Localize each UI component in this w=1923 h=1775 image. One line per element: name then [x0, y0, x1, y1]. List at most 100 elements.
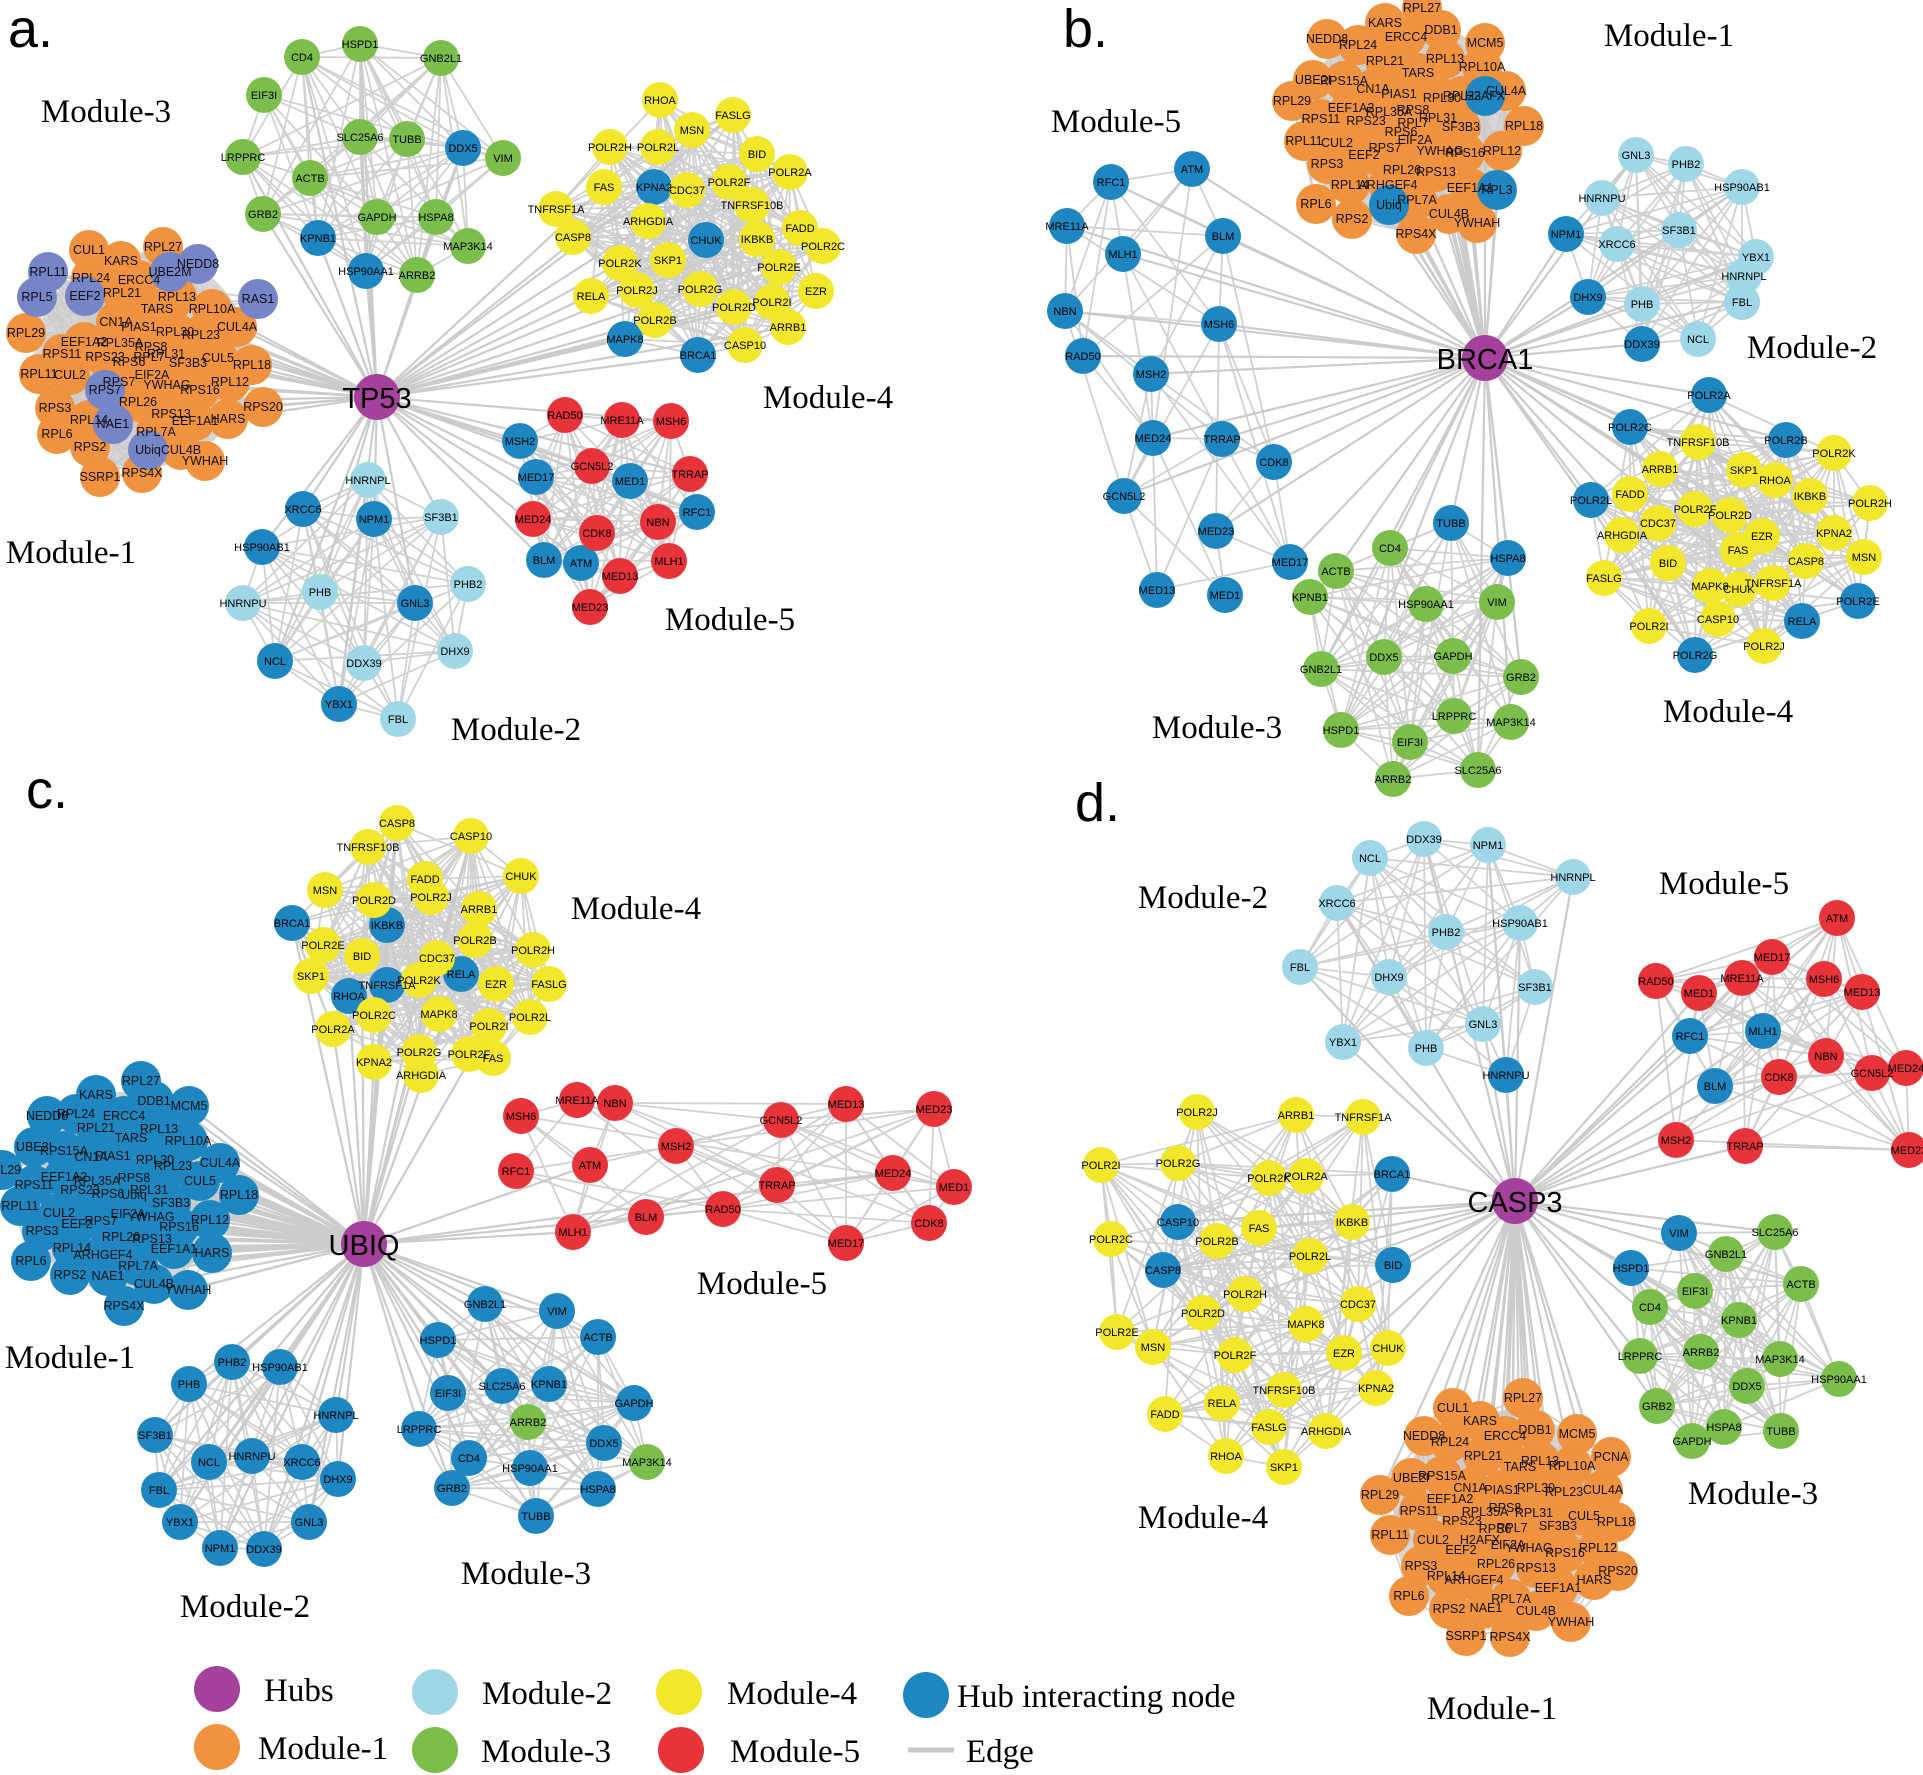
svg-text:SLC25A6: SLC25A6: [1454, 765, 1501, 777]
svg-text:CHUK: CHUK: [505, 871, 537, 883]
svg-text:PHB2: PHB2: [218, 1357, 247, 1369]
svg-text:RPS3: RPS3: [1405, 1559, 1438, 1573]
svg-text:RPL5: RPL5: [21, 290, 52, 304]
svg-text:RELA: RELA: [447, 969, 476, 981]
svg-text:Module-1: Module-1: [6, 535, 136, 571]
svg-text:MED23: MED23: [1891, 1145, 1923, 1157]
svg-text:RPL7A: RPL7A: [118, 1259, 158, 1273]
svg-text:BLM: BLM: [533, 555, 556, 567]
svg-text:RPL27: RPL27: [1403, 1, 1441, 15]
svg-text:RPL18: RPL18: [233, 358, 271, 372]
svg-text:PHB: PHB: [1415, 1043, 1438, 1055]
svg-text:ARHGDIA: ARHGDIA: [396, 1070, 447, 1082]
svg-text:CHUK: CHUK: [690, 235, 722, 247]
svg-text:POLR2B: POLR2B: [1764, 435, 1807, 447]
svg-text:RPS6: RPS6: [113, 355, 146, 369]
svg-text:TP53: TP53: [342, 383, 411, 415]
svg-text:RPL30: RPL30: [136, 1153, 174, 1167]
svg-text:GRB2: GRB2: [437, 1483, 467, 1495]
svg-text:POLR2I: POLR2I: [1081, 1160, 1120, 1172]
svg-text:Module-3: Module-3: [1688, 1476, 1818, 1512]
svg-text:DDX5: DDX5: [1369, 652, 1398, 664]
svg-text:RPL6: RPL6: [15, 1254, 46, 1268]
svg-text:POLR2B: POLR2B: [453, 935, 496, 947]
svg-text:RPL23: RPL23: [182, 328, 220, 342]
svg-text:YWHAH: YWHAH: [182, 454, 229, 468]
svg-text:Module-4: Module-4: [1138, 1500, 1268, 1536]
svg-text:XRCC6: XRCC6: [283, 1457, 320, 1469]
svg-text:XRCC6: XRCC6: [284, 504, 321, 516]
svg-text:ACTB: ACTB: [295, 173, 324, 185]
svg-text:MCM5: MCM5: [171, 1099, 208, 1113]
svg-text:HNRNPL: HNRNPL: [345, 475, 390, 487]
svg-text:CN1A: CN1A: [1453, 1481, 1487, 1495]
svg-text:RAD50: RAD50: [547, 410, 582, 422]
svg-text:GCN5L2: GCN5L2: [1103, 491, 1146, 503]
svg-text:YBX1: YBX1: [1742, 252, 1770, 264]
svg-text:HSPA8: HSPA8: [1706, 1422, 1741, 1434]
svg-text:MSH2: MSH2: [1661, 1135, 1692, 1147]
svg-text:RPL31: RPL31: [147, 347, 185, 361]
svg-text:Module-4: Module-4: [763, 380, 893, 416]
svg-text:POLR2L: POLR2L: [1289, 1251, 1331, 1263]
svg-text:CDK8: CDK8: [1764, 1072, 1793, 1084]
svg-text:RPS6: RPS6: [1385, 125, 1418, 139]
svg-text:CD4: CD4: [291, 52, 313, 64]
svg-text:IKBKB: IKBKB: [371, 920, 403, 932]
svg-text:KARS: KARS: [1463, 1414, 1497, 1428]
svg-text:MSN: MSN: [1852, 552, 1877, 564]
svg-text:HSP90AB1: HSP90AB1: [1714, 182, 1770, 194]
svg-text:LRPPRC: LRPPRC: [1618, 1351, 1663, 1363]
svg-text:RFC1: RFC1: [1676, 1031, 1705, 1043]
svg-text:HNRNPU: HNRNPU: [219, 598, 266, 610]
svg-text:KPNB1: KPNB1: [1721, 1315, 1757, 1327]
svg-text:Module-3: Module-3: [461, 1556, 591, 1592]
svg-text:FAS: FAS: [483, 1053, 504, 1065]
svg-text:ATM: ATM: [1181, 164, 1203, 176]
svg-text:MRE11A: MRE11A: [600, 415, 644, 427]
svg-text:EEF1A1: EEF1A1: [1447, 181, 1494, 195]
svg-text:c.: c.: [26, 760, 68, 820]
svg-text:RPS15A: RPS15A: [40, 1144, 89, 1158]
svg-text:RPL6: RPL6: [1300, 197, 1331, 211]
svg-text:Module-3: Module-3: [481, 1734, 611, 1770]
svg-text:NBN: NBN: [603, 1098, 626, 1110]
svg-text:KARS: KARS: [1368, 16, 1402, 30]
svg-text:RPL7: RPL7: [133, 350, 164, 364]
svg-text:MED13: MED13: [1139, 585, 1176, 597]
svg-text:POLR2B: POLR2B: [633, 315, 676, 327]
svg-text:EIF2A: EIF2A: [1491, 1538, 1526, 1552]
svg-text:DHX9: DHX9: [1374, 972, 1403, 984]
svg-text:BID: BID: [748, 149, 766, 161]
svg-text:RPS6: RPS6: [1479, 1522, 1512, 1536]
svg-text:RPL7A: RPL7A: [1397, 193, 1437, 207]
svg-text:GCN5L2: GCN5L2: [1851, 1068, 1894, 1080]
svg-text:CUL4A: CUL4A: [200, 1156, 241, 1170]
svg-text:TRRAP: TRRAP: [1726, 1141, 1763, 1153]
svg-text:EIF2A: EIF2A: [135, 368, 170, 382]
svg-text:RPS20: RPS20: [1598, 1564, 1638, 1578]
svg-text:MED24: MED24: [515, 514, 552, 526]
svg-text:POLR2D: POLR2D: [712, 302, 756, 314]
svg-text:PHB: PHB: [309, 587, 332, 599]
svg-text:MED17: MED17: [1272, 557, 1309, 569]
svg-text:SF3B3: SF3B3: [1539, 1519, 1577, 1533]
svg-text:RPL11: RPL11: [1, 1199, 38, 1213]
svg-text:PHB: PHB: [1631, 299, 1654, 311]
svg-text:DDB1: DDB1: [1424, 23, 1457, 37]
svg-text:HSP90AB1: HSP90AB1: [252, 1362, 308, 1374]
svg-text:GNB2L1: GNB2L1: [464, 1299, 506, 1311]
svg-text:MLH1: MLH1: [654, 556, 683, 568]
svg-text:MAPK8: MAPK8: [606, 334, 643, 346]
svg-text:RPL12: RPL12: [211, 375, 249, 389]
svg-text:RPS7: RPS7: [89, 383, 122, 397]
svg-text:MED1: MED1: [1684, 988, 1715, 1000]
svg-text:POLR2E: POLR2E: [1095, 1327, 1138, 1339]
svg-text:GRB2: GRB2: [1506, 672, 1536, 684]
svg-text:CHUK: CHUK: [1723, 584, 1755, 596]
svg-text:EIF3I: EIF3I: [435, 1388, 461, 1400]
svg-text:MED24: MED24: [875, 1168, 912, 1180]
svg-text:DDX39: DDX39: [346, 658, 381, 670]
svg-text:POLR2F: POLR2F: [1674, 504, 1717, 516]
svg-text:NEDD8: NEDD8: [177, 257, 219, 271]
